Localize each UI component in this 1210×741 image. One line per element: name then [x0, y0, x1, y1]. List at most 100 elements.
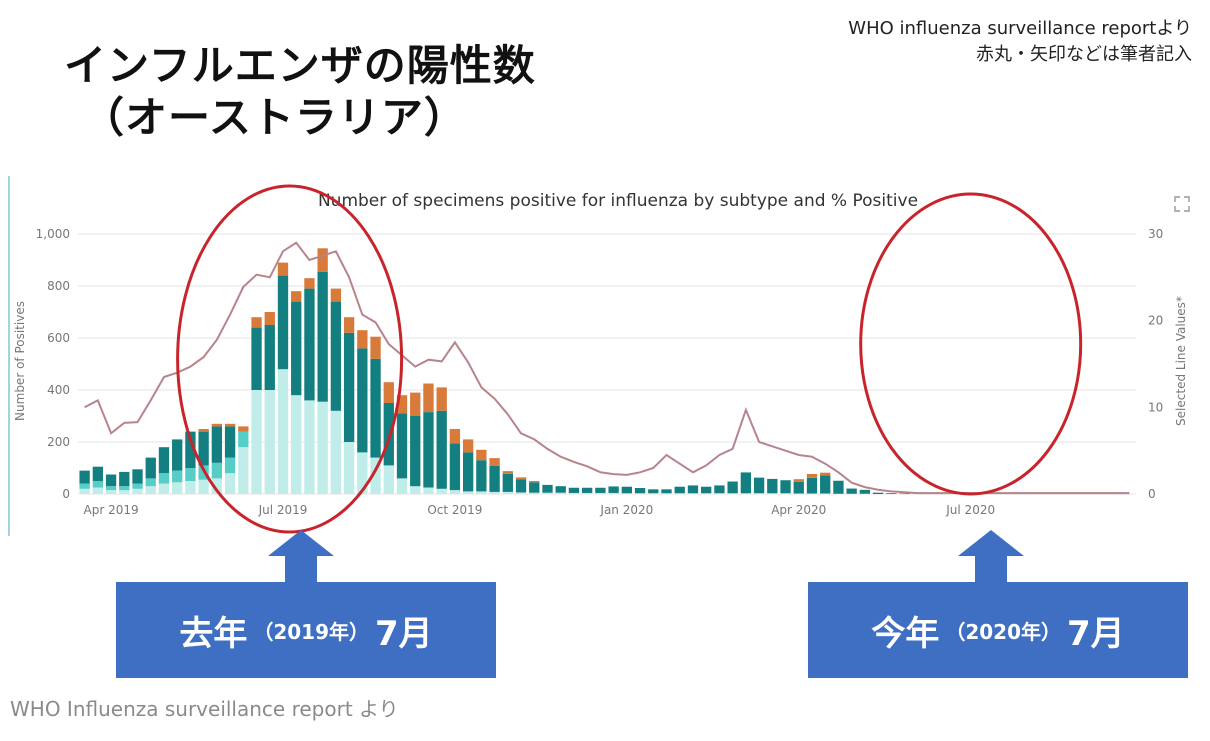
bar-segment	[780, 480, 791, 494]
callout-last-year-month: 7月	[375, 613, 433, 654]
bar-segment	[595, 487, 606, 493]
source-note: WHO influenza surveillance reportより 赤丸・矢…	[848, 16, 1192, 68]
bar-segment	[343, 332, 355, 442]
bar-segment	[634, 493, 646, 494]
y-axis-label: Number of Positives	[13, 301, 27, 421]
bar-segment	[423, 487, 434, 494]
bar-segment	[476, 491, 487, 494]
bar-segment	[291, 301, 302, 396]
bar-segment	[489, 458, 500, 466]
y2-tick-label: 20	[1148, 314, 1163, 328]
y-tick-label: 0	[62, 487, 70, 501]
bar-segment	[489, 491, 500, 494]
bar-segment	[238, 426, 249, 432]
bar-segment	[277, 369, 289, 494]
bar-segment	[740, 493, 752, 494]
bar-segment	[317, 248, 328, 272]
bar-segment	[608, 492, 619, 494]
x-tick-label: Apr 2019	[84, 503, 139, 517]
bar-segment	[436, 488, 447, 494]
arrow-up-icon	[268, 530, 334, 584]
bar-segment	[542, 492, 553, 494]
source-line-1: WHO influenza surveillance reportより	[848, 18, 1192, 39]
bar-segment	[238, 447, 249, 494]
bar-segment	[820, 472, 831, 476]
bar-segment	[462, 439, 474, 453]
arrow-up-icon	[958, 530, 1024, 584]
bar-segment	[515, 477, 527, 480]
chart-container: Number of specimens positive for influen…	[8, 176, 1202, 536]
bar-segment	[859, 489, 871, 494]
bar-segment	[330, 288, 342, 302]
y-tick-label: 600	[47, 331, 70, 345]
bar-segment	[714, 485, 725, 494]
bar-segment	[449, 429, 461, 444]
bar-segment	[198, 429, 209, 432]
expand-icon[interactable]	[1174, 196, 1190, 212]
bar-segment	[634, 488, 646, 494]
bar-segment	[330, 410, 342, 494]
bar-segment	[767, 493, 778, 494]
bar-segment	[304, 278, 315, 289]
bars	[79, 248, 910, 494]
bar-segment	[79, 483, 90, 489]
bar-segment	[502, 473, 513, 492]
bar-segment	[92, 487, 103, 494]
bar-segment	[211, 423, 223, 427]
bar-segment	[383, 382, 394, 403]
callout-last-year: 去年 （2019年） 7月	[116, 582, 496, 678]
bar-segment	[105, 486, 117, 491]
bar-segment	[436, 410, 447, 489]
bar-segment	[79, 488, 90, 494]
bar-segment	[502, 471, 513, 474]
bar-segment	[211, 478, 223, 494]
bar-segment	[886, 493, 897, 494]
bar-segment	[304, 400, 315, 494]
chart-svg: Number of specimens positive for influen…	[13, 184, 1188, 534]
bar-segment	[119, 490, 130, 494]
callout-last-year-label: 去年	[179, 613, 248, 654]
bar-segment	[674, 486, 685, 494]
bar-segment	[423, 383, 434, 413]
bar-segment	[568, 492, 580, 494]
bar-segment	[502, 491, 513, 494]
caption: WHO Influenza surveillance report より	[10, 697, 399, 721]
y-ticks: 0 200 400 600 800 1,000	[36, 227, 70, 501]
bar-segment	[753, 493, 765, 494]
bar-segment	[224, 473, 236, 494]
bar-segment	[714, 493, 725, 494]
bar-segment	[687, 493, 699, 494]
bar-segment	[277, 275, 289, 370]
x-ticks: Apr 2019 Jul 2019 Oct 2019 Jan 2020 Apr 2020…	[84, 503, 996, 517]
bar-segment	[793, 493, 804, 494]
chart-left-border	[8, 176, 10, 536]
bar-segment	[92, 481, 103, 488]
callout-this-year-year: （2020年）	[945, 619, 1061, 644]
callout-this-year-month: 7月	[1067, 613, 1125, 654]
bar-segment	[727, 481, 738, 494]
bar-segment	[529, 482, 540, 493]
bar-segment	[370, 457, 381, 494]
bar-segment	[780, 493, 791, 494]
bar-segment	[476, 460, 487, 492]
bar-segment	[238, 431, 249, 448]
chart-title: Number of specimens positive for influen…	[318, 191, 918, 211]
bar-segment	[687, 485, 699, 494]
bar-segment	[648, 489, 659, 494]
bar-segment	[370, 358, 381, 458]
bar-segment	[357, 348, 368, 453]
x-tick-label: Jul 2019	[258, 503, 308, 517]
bar-segment	[529, 492, 540, 494]
bar-segment	[661, 489, 672, 494]
callout-last-year-year: （2019年）	[253, 619, 369, 644]
bar-segment	[158, 473, 170, 484]
y2-ticks: 0 10 20 30	[1148, 227, 1163, 501]
bar-segment	[396, 478, 408, 494]
bar-segment	[317, 271, 328, 402]
title-line-1: インフルエンザの陽性数	[64, 41, 536, 90]
bar-segment	[462, 452, 474, 492]
x-tick-label: Oct 2019	[427, 503, 482, 517]
bar-segment	[158, 447, 170, 474]
bar-segment	[304, 288, 315, 401]
bar-segment	[132, 483, 143, 489]
